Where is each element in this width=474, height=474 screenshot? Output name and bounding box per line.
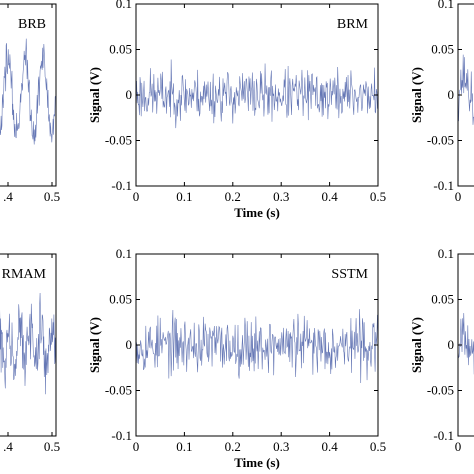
x-tick-label: 0	[133, 439, 140, 454]
signal-trace-6	[458, 313, 474, 375]
x-tick-label: .4	[3, 439, 13, 454]
plot-frame	[0, 253, 57, 437]
y-tick-label: 0.1	[438, 246, 454, 261]
y-tick-label: -0.05	[427, 383, 454, 398]
x-tick-label: .4	[3, 189, 13, 204]
x-tick-label: 0.1	[176, 439, 192, 454]
y-tick-label: -0.1	[111, 428, 132, 443]
y-tick-label: -0.1	[433, 178, 454, 193]
plot-frame	[0, 3, 57, 187]
panel-title: BRB	[18, 17, 46, 32]
y-tick-label: -0.1	[111, 178, 132, 193]
y-tick-label: 0	[126, 87, 133, 102]
signal-trace-1	[0, 38, 56, 145]
x-tick-label: 0	[455, 439, 462, 454]
panel-4: .4 0.5 RMAM	[0, 253, 60, 454]
y-tick-label: 0.1	[116, 0, 132, 11]
panel-title: SSTM	[331, 267, 368, 282]
y-tick-label: 0.1	[116, 246, 132, 261]
x-tick-label: 0.3	[273, 189, 289, 204]
signal-trace-2	[136, 59, 378, 129]
y-tick-label: -0.1	[433, 428, 454, 443]
x-tick-label: 0.5	[44, 189, 60, 204]
x-tick-label: 0.3	[273, 439, 289, 454]
signal-trace-5	[136, 309, 378, 384]
x-tick-label: 0	[133, 189, 140, 204]
y-tick-label: 0	[448, 87, 455, 102]
y-axis-label: Signal (V)	[87, 317, 102, 373]
panel-2: 0.10.050-0.05-0.10 0.1 0.2 0.3 0.4 0.5BRMTime…	[87, 0, 386, 220]
x-tick-label: 0.4	[321, 439, 338, 454]
y-tick-label: -0.05	[105, 133, 132, 148]
x-tick-label: 0.1	[176, 189, 192, 204]
y-axis-label: Signal (V)	[409, 67, 424, 123]
panel-1: .4 0.5 BRB	[0, 3, 60, 204]
signal-trace-3	[458, 54, 474, 125]
panel-5: 0.10.050-0.05-0.10 0.1 0.2 0.3 0.4 0.5SSTMTim…	[87, 246, 386, 470]
x-tick-label: 0.5	[44, 439, 60, 454]
y-tick-label: 0	[126, 337, 133, 352]
y-tick-label: 0.05	[109, 42, 132, 57]
x-tick-label: 0.4	[321, 189, 338, 204]
y-tick-label: 0.05	[431, 42, 454, 57]
x-tick-label: 0.5	[370, 189, 386, 204]
y-axis-label: Signal (V)	[87, 67, 102, 123]
signal-trace-4	[0, 292, 56, 395]
y-tick-label: 0	[448, 337, 455, 352]
panel-title: BRM	[337, 17, 369, 32]
y-tick-label: 0.1	[438, 0, 454, 11]
y-tick-label: -0.05	[427, 133, 454, 148]
y-tick-label: 0.05	[431, 292, 454, 307]
x-tick-label: 0	[455, 189, 462, 204]
x-axis-label: Time (s)	[234, 455, 280, 470]
y-tick-label: 0.05	[109, 292, 132, 307]
panel-title: RMAM	[2, 267, 47, 282]
x-axis-label: Time (s)	[234, 205, 280, 220]
y-axis-label: Signal (V)	[409, 317, 424, 373]
y-tick-label: -0.05	[105, 383, 132, 398]
x-tick-label: 0.2	[225, 189, 241, 204]
x-tick-label: 0.5	[370, 439, 386, 454]
x-tick-label: 0.2	[225, 439, 241, 454]
